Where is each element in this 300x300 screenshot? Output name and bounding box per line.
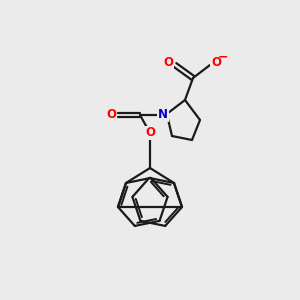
Text: O: O	[145, 127, 155, 140]
Text: −: −	[218, 50, 228, 64]
Text: O: O	[106, 109, 116, 122]
Text: O: O	[211, 56, 221, 70]
Text: O: O	[163, 56, 173, 70]
Text: N: N	[158, 109, 168, 122]
